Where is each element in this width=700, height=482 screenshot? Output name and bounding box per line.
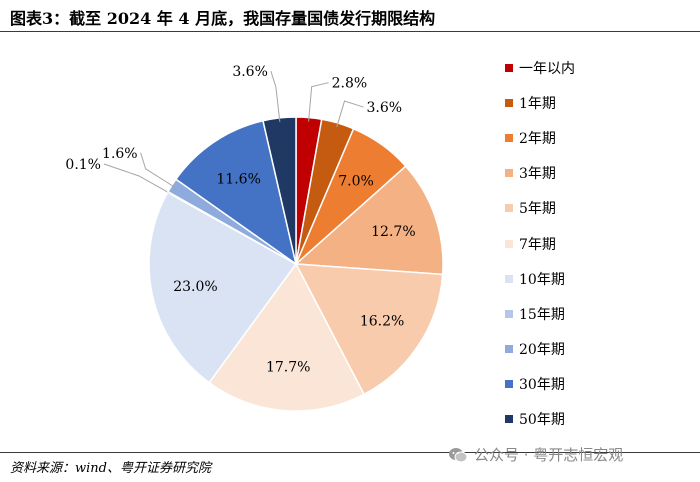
watermark-text: 公众号 · 粤开志恒宏观 [474,446,624,464]
legend-item: 7年期 [505,226,695,261]
slice-value-label: 1.6% [102,146,138,162]
legend-label: 20年期 [519,342,565,359]
legend-item: 5年期 [505,191,695,226]
slice-value-label: 3.6% [232,64,268,80]
slice-value-label: 11.6% [216,172,260,188]
legend-swatch [505,133,513,142]
legend-item: 2年期 [505,120,695,155]
pie-slice [294,165,444,276]
legend-swatch [505,380,513,389]
leader-line [336,100,364,128]
legend-label: 3年期 [519,166,556,183]
source-divider [0,452,700,453]
page-title: 图表3：截至 2024 年 4 月底，我国存量国债发行期限结构 [10,9,436,28]
legend-swatch [505,204,513,213]
legend-label: 5年期 [519,201,556,218]
slice-value-label: 2.8% [332,76,368,92]
slice-value-label: 0.1% [65,157,101,173]
legend-label: 15年期 [519,306,565,323]
legend-swatch [505,98,513,107]
legend-swatch [505,415,513,424]
legend-item: 20年期 [505,332,695,367]
legend-label: 7年期 [519,236,556,253]
legend-label: 一年以内 [519,60,575,77]
leader-line [140,152,176,188]
legend-item: 50年期 [505,402,695,437]
slice-value-label: 16.2% [360,313,404,329]
pie-slice [294,263,444,396]
legend-label: 1年期 [519,95,556,112]
legend: 一年以内 1年期 2年期 3年期 5年期 7年期 10年期 15年期 20年期 30年期 50年期 [505,50,695,437]
slice-value-label: 23.0% [173,279,217,295]
pie-slice [208,262,366,412]
legend-item: 10年期 [505,261,695,296]
legend-label: 2年期 [519,130,556,147]
legend-item: 15年期 [505,296,695,331]
legend-swatch [505,274,513,283]
legend-item: 1年期 [505,85,695,120]
legend-item: 3年期 [505,156,695,191]
legend-swatch [505,345,513,354]
slice-value-label: 3.6% [367,100,403,116]
legend-item: 一年以内 [505,50,695,85]
slice-value-label: 17.7% [266,360,310,376]
pie-chart: 2.8% 3.6% 7.0% 12.7% 16.2% 17.7% 23.0% 0.1%1.6%… [65,64,444,412]
source-note: 资料来源：wind、粤开证券研究院 [10,461,211,476]
slice-value-label: 7.0% [338,173,374,189]
legend-label: 10年期 [519,271,565,288]
wechat-icon [449,447,468,462]
legend-label: 30年期 [519,377,565,394]
pie-slice [148,191,298,384]
leader-line [270,70,281,122]
title-bar: 图表3：截至 2024 年 4 月底，我国存量国债发行期限结构 [0,0,700,30]
slice-value-label: 12.7% [371,224,415,240]
legend-swatch [505,63,513,72]
pie-slice [174,119,298,266]
legend-label: 50年期 [519,412,565,429]
leader-line [308,82,329,122]
watermark: 公众号 · 粤开志恒宏观 [448,444,623,465]
legend-item: 30年期 [505,367,695,402]
legend-swatch [505,239,513,248]
legend-swatch [505,169,513,178]
legend-swatch [505,309,513,318]
leader-line [103,163,172,195]
title-divider [0,31,700,32]
